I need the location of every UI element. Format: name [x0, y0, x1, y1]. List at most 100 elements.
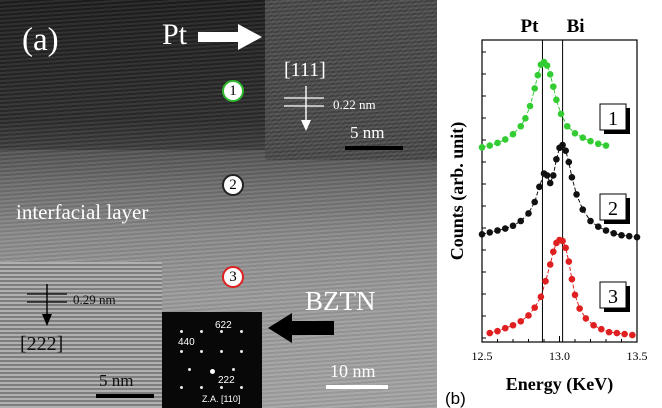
- spectrum-2-point: [579, 206, 587, 213]
- saed-spot-440: 440: [178, 337, 195, 348]
- saed-spot-222: 222: [218, 375, 235, 386]
- spectrum-2-point: [509, 222, 517, 230]
- spectrum-1-point: [571, 129, 579, 137]
- element-label-pt: Pt: [521, 16, 540, 37]
- spectrum-3-point: [605, 328, 613, 336]
- spectrum-3-point: [598, 325, 605, 333]
- spectrum-1-point: [546, 71, 554, 78]
- spectrum-1-point: [594, 140, 602, 148]
- spectrum-1-point: [557, 110, 565, 118]
- spectrum-1-point: [509, 130, 517, 138]
- element-label-bi: Bi: [567, 16, 585, 37]
- spectrum-3-point: [509, 321, 517, 329]
- tem-micrograph: (a) Pt [111] 0.22 nm 5 nm 1 2 3 interfac…: [0, 0, 437, 408]
- spectrum-2-point: [565, 158, 573, 166]
- spectrum-2-point: [625, 232, 633, 240]
- eds-spectra-chart: 12.5 13.0 13.5 Pt Bi 1 2 3 Energy (KeV) Counts (a…: [445, 16, 648, 408]
- saed-zone-axis: Z.A. [110]: [202, 394, 241, 404]
- spectrum-3-point: [590, 321, 597, 329]
- spectrum-3-point: [525, 312, 532, 319]
- spectrum-3-point: [501, 324, 509, 332]
- x-tick-label-1: 13.0: [549, 349, 570, 363]
- position-marker-3: 3: [222, 266, 244, 288]
- spectrum-1-point: [517, 122, 525, 130]
- panel-b-label: (b): [445, 389, 466, 408]
- spectrum-3-point: [621, 330, 628, 338]
- spectrum-3-point: [550, 248, 557, 256]
- saed-spot-622: 622: [215, 320, 232, 331]
- spectrum-3-point: [537, 293, 545, 301]
- spectrum-1-point: [579, 134, 587, 141]
- spectrum-2-point: [553, 155, 560, 163]
- spectrum-2-point: [594, 223, 602, 230]
- pt-direction-label: [111]: [284, 59, 326, 81]
- y-axis-label: Counts (arb. unit): [447, 122, 468, 261]
- box-1: [599, 103, 627, 131]
- spectrum-2-point: [568, 174, 576, 181]
- spectrum-line-2: [481, 144, 638, 238]
- spectrum-2-point: [517, 217, 525, 225]
- spectrum-1-point: [526, 102, 534, 110]
- bztn-direction-arrow-icon: [27, 284, 67, 326]
- spectrum-2-point: [610, 230, 618, 237]
- spectrum-1-point: [553, 96, 560, 104]
- spectrum-3-point: [629, 331, 636, 339]
- bztn-scale-label: 5 nm: [99, 371, 134, 390]
- pt-label: Pt: [162, 18, 188, 51]
- spectrum-2-point: [486, 229, 494, 236]
- spectrum-2-point: [573, 191, 580, 198]
- main-scale-bar: [326, 385, 388, 389]
- spectrum-3-point: [562, 244, 569, 252]
- panel-a-label: (a): [22, 22, 59, 58]
- spectrum-2-point: [525, 210, 532, 217]
- box-label-3: 3: [608, 286, 618, 308]
- bztn-direction-label: [222]: [20, 333, 64, 355]
- box-3: [599, 281, 627, 309]
- spectrum-3-point: [486, 329, 494, 337]
- bztn-scale-bar: [96, 394, 154, 398]
- spectrum-line-1: [481, 61, 607, 148]
- spectrum-2-point: [543, 172, 551, 179]
- spectrum-1-point: [522, 115, 529, 122]
- interfacial-layer-label: interfacial layer: [16, 200, 149, 224]
- bztn-spacing-label: 0.29 nm: [73, 292, 116, 307]
- spectrum-2-point: [550, 172, 557, 179]
- spectrum-2-point: [531, 198, 538, 206]
- pt-hrtem-inset: [265, 0, 437, 160]
- spectrum-3-point: [494, 327, 501, 335]
- spectrum-1-point: [478, 144, 486, 151]
- spectrum-1-point: [494, 139, 501, 147]
- pt-scale-label: 5 nm: [350, 123, 385, 142]
- pt-spacing-label: 0.22 nm: [333, 97, 376, 112]
- spectrum-1-point: [543, 62, 551, 69]
- pt-electrode-region: [0, 0, 265, 150]
- spectrum-3-point: [559, 237, 566, 245]
- bztn-hrtem-inset: [0, 262, 162, 408]
- spectrum-3-point: [613, 329, 621, 337]
- x-tick-label-2: 13.5: [627, 349, 648, 363]
- spectrum-1-point: [486, 142, 494, 149]
- spectrum-2-point: [494, 227, 501, 234]
- box-2: [599, 193, 627, 221]
- spectrum-3-point: [546, 261, 554, 268]
- spectrum-3-point: [531, 304, 538, 311]
- eds-spectra-panel: 12.5 13.0 13.5 Pt Bi 1 2 3 Energy (KeV) Counts (a…: [437, 0, 662, 408]
- spectrum-2-point: [562, 147, 569, 154]
- pt-direction-arrow-icon: [284, 86, 324, 131]
- position-marker-1: 1: [222, 80, 244, 102]
- saed-pattern: 622 440 222 Z.A. [110]: [162, 312, 262, 408]
- main-scale-label: 10 nm: [330, 361, 376, 381]
- x-tick-label-0: 12.5: [472, 349, 493, 363]
- pt-arrow-icon: [198, 24, 262, 50]
- spectrum-2-point: [618, 231, 625, 239]
- spectrum-2-point: [546, 179, 554, 187]
- spectrum-2-point: [587, 217, 594, 225]
- spectrum-3-point: [571, 291, 579, 299]
- spectrum-3-point: [576, 305, 583, 312]
- bztn-arrow-icon: [268, 313, 334, 343]
- spectrum-1-point: [550, 83, 557, 90]
- pt-scale-bar: [345, 146, 403, 150]
- spectrum-2-point: [633, 233, 641, 241]
- spectrum-2-point: [478, 231, 486, 238]
- x-axis-label: Energy (KeV): [506, 374, 613, 395]
